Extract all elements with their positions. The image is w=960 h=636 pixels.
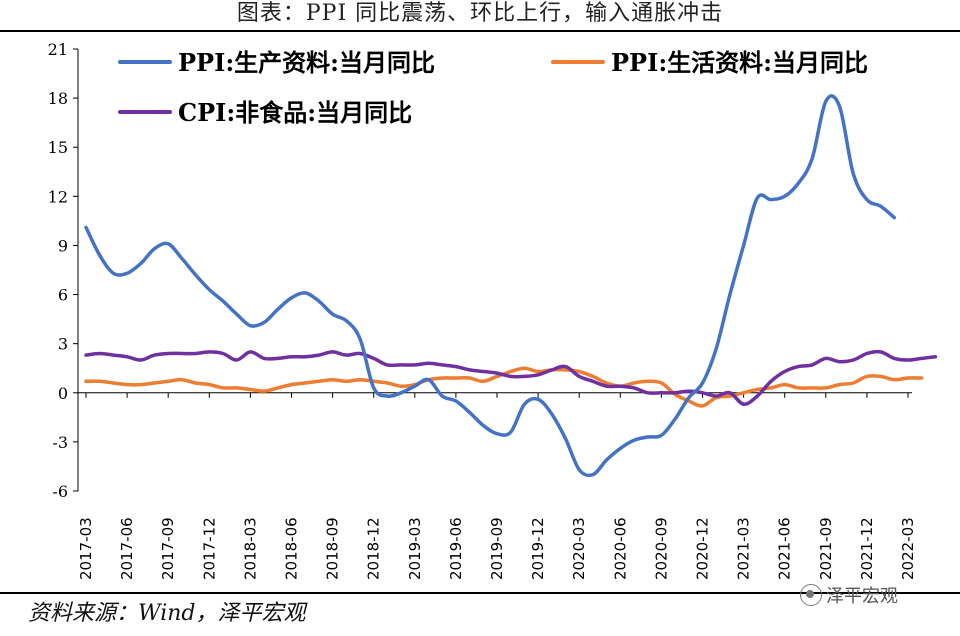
x-tick-label: 2021-09 [817,517,835,580]
x-tick-label: 2018-09 [324,517,342,580]
legend-label-0: PPI:生产资料:当月同比 [178,48,435,77]
top-rule [0,30,960,32]
x-tick-label: 2018-12 [365,517,383,580]
x-tick-label: 2017-12 [200,517,218,580]
x-tick-label: 2020-12 [694,517,712,580]
series-line-2 [84,349,938,406]
x-tick-label: 2018-06 [283,517,301,580]
y-tick-label: -3 [52,433,68,452]
x-tick-label: 2019-03 [406,517,424,580]
x-tick-label: 2020-06 [611,517,629,580]
x-tick-label: 2022-03 [899,517,917,580]
legend-label-2: CPI:非食品:当月同比 [178,98,412,127]
y-tick-label: 18 [48,89,68,108]
x-tick-label: 2018-03 [241,517,259,580]
x-tick-label: 2017-03 [77,517,95,580]
y-tick-label: 3 [58,335,68,354]
chart-title: 图表：PPI 同比震荡、环比上行，输入通胀冲击 [236,1,724,26]
legend-label-1: PPI:生活资料:当月同比 [611,48,868,77]
line-chart: -6 -3 0 3 6 9 12 15 18 21 2017-03 2017-06 2017-09 201… [48,40,938,580]
x-tick-label: 2021-03 [735,517,753,580]
y-tick-label: -6 [52,482,68,501]
watermark-text: 泽平宏观 [826,586,898,607]
wechat-icon [800,584,822,606]
x-tick-label: 2021-06 [776,517,794,580]
x-tick-label: 2017-09 [159,517,177,580]
series-line-0 [84,94,897,478]
x-tick-label: 2017-06 [118,517,136,580]
y-tick-label: 0 [58,384,68,403]
x-tick-label: 2020-09 [652,517,670,580]
x-tick-label: 2020-03 [570,517,588,580]
x-tick-label: 2019-06 [447,517,465,580]
y-tick-label: 15 [48,138,68,157]
y-tick-label: 9 [58,236,68,255]
watermark: 泽平宏观 [800,582,898,608]
source-note: 资料来源：Wind，泽平宏观 [28,601,306,626]
y-tick-label: 6 [58,286,68,305]
y-tick-label: 21 [48,40,68,59]
y-tick-label: 12 [48,187,68,206]
x-tick-label: 2021-12 [858,517,876,580]
x-tick-label: 2019-09 [488,517,506,580]
bottom-rule [0,592,960,594]
x-tick-label: 2019-12 [529,517,547,580]
